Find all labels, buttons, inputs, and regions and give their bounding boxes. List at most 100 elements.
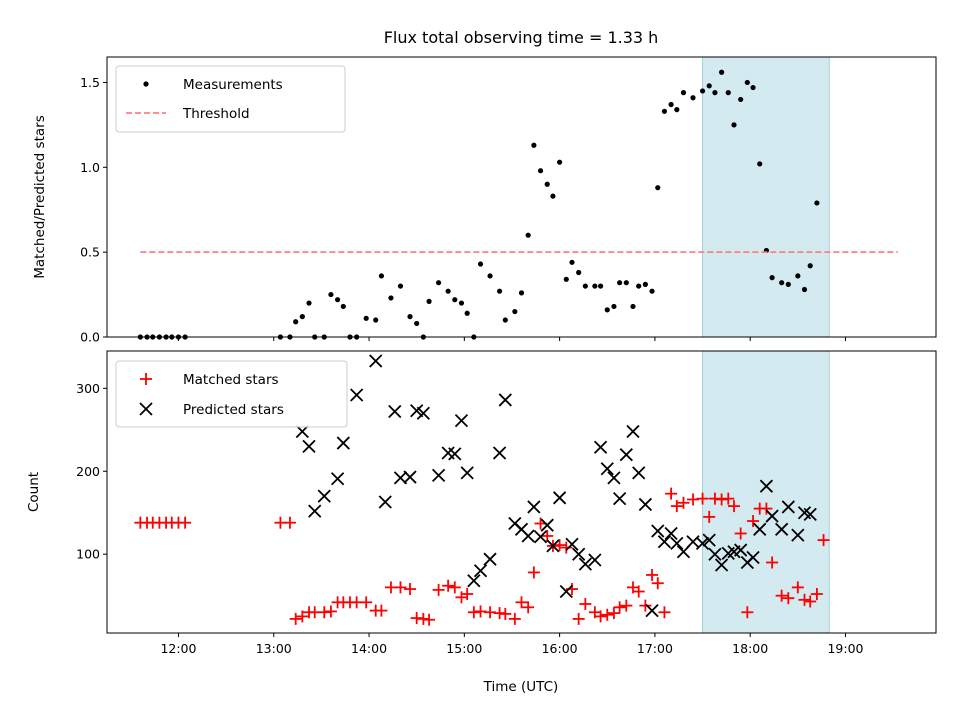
matched-stars-point (766, 556, 779, 569)
matched-stars-point (404, 583, 417, 596)
measurement-point (531, 142, 537, 148)
bottom-y-tick-label: 100 (76, 547, 100, 562)
matched-stars-point (670, 500, 683, 513)
measurement-point (569, 259, 575, 265)
predicted-stars-point (521, 529, 535, 543)
matched-stars-point (696, 492, 709, 505)
top-y-tick-label: 0.5 (80, 245, 100, 260)
predicted-stars-point (546, 539, 560, 553)
predicted-stars-point (378, 495, 392, 509)
measurement-point (592, 283, 598, 289)
predicted-stars-point (670, 536, 684, 551)
predicted-stars-point (626, 424, 640, 439)
measurement-point (642, 281, 648, 287)
measurement-point (426, 298, 432, 304)
measurement-point (496, 288, 503, 294)
top-y-axis-label: Matched/Predicted stars (32, 115, 48, 278)
top-y-ticks: 0.0 0.5 1.0 1.5 (80, 75, 107, 345)
predicted-stars-point (791, 528, 805, 542)
predicted-stars-point (588, 553, 602, 567)
measurement-point (769, 275, 775, 281)
predicted-stars-point (774, 522, 789, 536)
matched-stars-point (632, 585, 645, 598)
matched-stars-point (601, 608, 614, 621)
measurement-point (699, 88, 706, 94)
predicted-stars-point (350, 388, 364, 402)
bottom-y-ticks: 100 200 300 (76, 381, 107, 562)
matched-stars-point (461, 588, 474, 601)
bottom-highlight-span (702, 350, 830, 634)
matched-stars-point (499, 607, 512, 620)
measurement-point (363, 315, 369, 321)
top-panel: 0.0 0.5 1.0 1.5 Flux total observing time =… (32, 28, 937, 345)
top-x-ticks (177, 337, 846, 341)
matched-stars-point (423, 613, 436, 626)
predicted-stars-point (473, 564, 488, 578)
predicted-stars-point (702, 533, 716, 547)
matched-stars-point (360, 596, 373, 609)
top-highlight-span (702, 56, 830, 338)
measurement-point (388, 295, 394, 301)
predicted-stars-point (803, 507, 817, 522)
measurement-point (636, 283, 642, 289)
predicted-stars-point (431, 468, 446, 483)
predicted-stars-point (632, 466, 646, 480)
matched-stars-point (747, 515, 760, 528)
matched-stars-point (665, 487, 678, 500)
predicted-stars-point (559, 584, 573, 599)
measurement-point (340, 303, 346, 310)
predicted-stars-point (336, 436, 350, 450)
predicted-stars-point (460, 466, 474, 480)
matched-stars-point (620, 599, 633, 612)
predicted-stars-point (638, 497, 653, 512)
predicted-stars-point (607, 471, 621, 485)
measurement-point (680, 90, 687, 96)
matched-stars-point (703, 510, 716, 523)
predicted-stars-point (308, 504, 322, 518)
measurement-point (604, 307, 610, 313)
predicted-stars-point (695, 536, 710, 551)
measurement-point (690, 95, 696, 101)
predicted-stars-point (330, 472, 345, 486)
predicted-stars-point (552, 491, 567, 505)
legend-matched-label: Matched stars (183, 372, 279, 388)
bottom-x-tick-label: 19:00 (827, 641, 863, 656)
measurement-point (458, 300, 465, 306)
measurement-point (611, 303, 617, 310)
measurement-point (617, 280, 623, 286)
measurement-point (306, 300, 312, 306)
measurement-point (445, 288, 451, 294)
matched-stars-point (553, 539, 566, 552)
matched-stars-point (727, 500, 740, 513)
bottom-x-tick-label: 16:00 (542, 641, 578, 656)
measurement-point (537, 168, 544, 174)
matched-stars-point (283, 516, 296, 529)
matched-stars-point (607, 607, 620, 620)
predicted-stars-point (714, 558, 729, 572)
bottom-axes-frame (106, 350, 937, 634)
matched-stars-point (817, 534, 830, 547)
predicted-stars-point (651, 524, 665, 538)
measurement-point (712, 90, 718, 96)
measurement-point (801, 286, 808, 293)
matched-stars-point (296, 610, 309, 623)
predicted-stars-point (317, 489, 331, 503)
measurement-point (550, 193, 556, 199)
predicted-stars-point (708, 547, 722, 561)
measurement-point (397, 283, 404, 289)
measurement-point (452, 297, 458, 303)
measurement-point (378, 273, 385, 279)
measurement-point (464, 310, 470, 316)
measurement-point (668, 101, 674, 108)
predicted-stars-point (448, 447, 462, 461)
matched-stars-point (639, 599, 652, 612)
top-axes-frame (106, 56, 937, 338)
matched-stars-point (432, 583, 445, 596)
matched-stars-point (798, 593, 811, 606)
predicted-stars-point (498, 393, 512, 407)
predicted-stars-point (765, 509, 779, 523)
measurement-point (807, 263, 813, 269)
bottom-y-tick-label: 200 (76, 464, 100, 479)
measurement-point (477, 261, 484, 267)
top-y-tick-label: 1.0 (80, 160, 100, 175)
